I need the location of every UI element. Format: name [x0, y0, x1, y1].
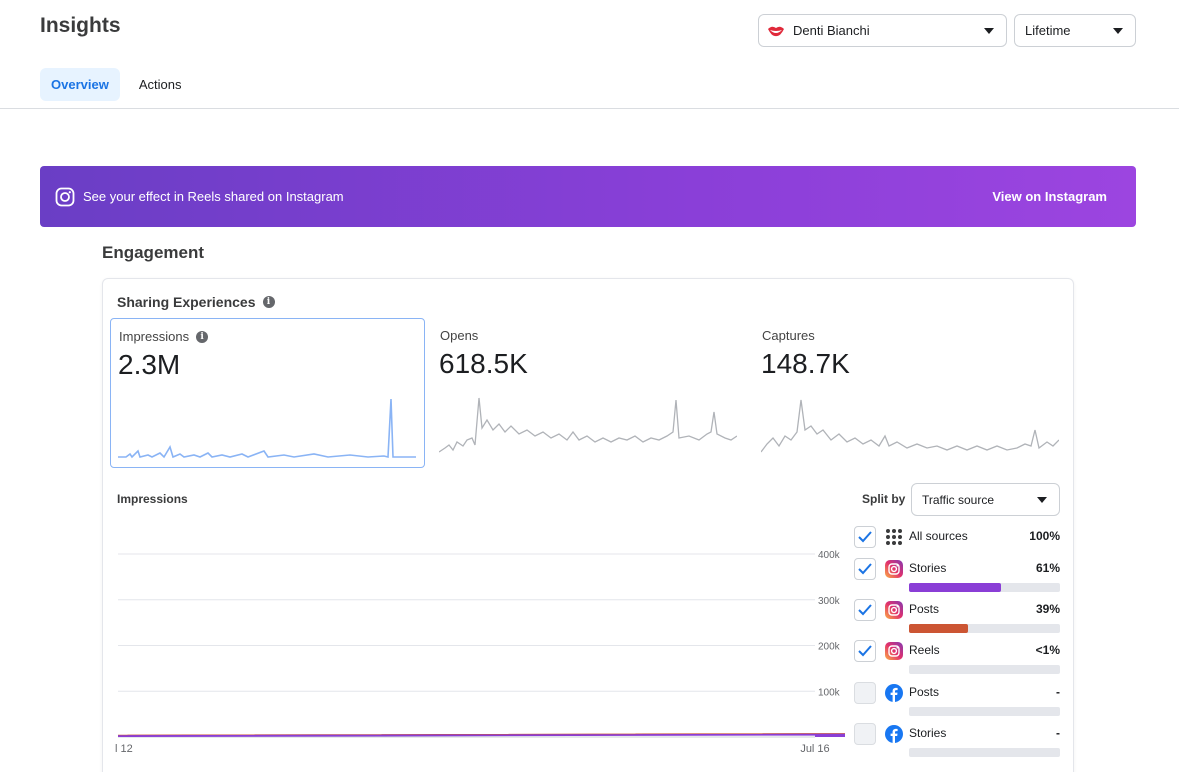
- x-tick-label: Jul 12: [115, 743, 133, 755]
- source-percent: -: [1056, 726, 1060, 740]
- chevron-down-icon: [1037, 497, 1047, 503]
- info-icon[interactable]: i: [262, 296, 275, 308]
- tab-bar: Overview Actions: [40, 68, 192, 101]
- metric-label: Opens: [440, 328, 479, 343]
- source-bar-fill: [909, 624, 968, 633]
- section-title: Engagement: [102, 243, 205, 262]
- x-tick-label: Jul 16: [800, 743, 829, 755]
- source-bar-track: [909, 624, 1060, 633]
- impressions-sparkline: [118, 398, 416, 459]
- split-by-selector[interactable]: Traffic source: [911, 483, 1060, 516]
- grid-icon: [885, 528, 903, 546]
- date-range-selector[interactable]: Lifetime: [1014, 14, 1136, 47]
- date-range-value: Lifetime: [1025, 23, 1071, 38]
- y-tick-label: 300k: [818, 596, 841, 607]
- source-name: Stories: [909, 726, 947, 740]
- source-percent: -: [1056, 685, 1060, 699]
- metric-label: Captures: [762, 328, 815, 343]
- source-row-posts: Posts -: [854, 682, 1060, 718]
- y-tick-label: 400k: [818, 550, 841, 561]
- chart-title: Impressions: [117, 492, 188, 506]
- tabs-divider: [0, 108, 1179, 109]
- source-bar-fill: [909, 583, 1002, 592]
- source-row-all-sources: All sources 100%: [854, 526, 1060, 562]
- source-name: All sources: [909, 529, 968, 543]
- source-checkbox[interactable]: [854, 558, 876, 580]
- banner-text: See your effect in Reels shared on Insta…: [83, 189, 344, 204]
- y-tick-label: 100k: [818, 687, 841, 698]
- card-title-text: Sharing Experiences: [117, 294, 256, 310]
- view-on-instagram-link[interactable]: View on Instagram: [992, 189, 1107, 204]
- metric-value: 148.7K: [761, 348, 850, 379]
- instagram-banner: See your effect in Reels shared on Insta…: [40, 166, 1136, 227]
- chevron-down-icon: [1113, 28, 1123, 34]
- source-bar-track: [909, 583, 1060, 592]
- source-checkbox[interactable]: [854, 682, 876, 704]
- metric-value: 2.3M: [118, 349, 181, 380]
- metric-label-text: Impressions: [119, 329, 190, 344]
- chevron-down-icon: [984, 28, 994, 34]
- source-bar-track: [909, 748, 1060, 757]
- split-by-value: Traffic source: [922, 492, 995, 507]
- instagram-icon: [885, 601, 903, 619]
- source-bar-track: [909, 707, 1060, 716]
- tab-overview[interactable]: Overview: [40, 68, 120, 101]
- captures-sparkline: [761, 399, 1059, 453]
- source-percent: 61%: [1035, 561, 1060, 575]
- source-percent: <1%: [1035, 643, 1060, 657]
- metric-captures[interactable]: Captures 148.7K: [754, 318, 1069, 468]
- source-bar-track: [909, 665, 1060, 674]
- metric-value: 618.5K: [439, 348, 528, 379]
- y-tick-label: 200k: [818, 642, 841, 653]
- page-title: Insights: [40, 14, 121, 37]
- source-name: Reels: [909, 643, 940, 657]
- account-selector[interactable]: Denti Bianchi: [758, 14, 1007, 47]
- opens-sparkline: [439, 397, 737, 453]
- source-name: Stories: [909, 561, 947, 575]
- instagram-icon: [55, 187, 75, 206]
- source-checkbox[interactable]: [854, 723, 876, 745]
- metric-opens[interactable]: Opens 618.5K: [432, 318, 747, 468]
- instagram-icon: [885, 560, 903, 578]
- source-checkbox[interactable]: [854, 599, 876, 621]
- metric-impressions[interactable]: Impressions i 2.3M: [110, 318, 425, 468]
- source-row-reels: Reels <1%: [854, 640, 1060, 676]
- facebook-icon: [885, 725, 903, 743]
- impressions-line-chart: 100k200k300k400kJul 12Aug 22Oct 2Nov 12D…: [115, 550, 845, 755]
- source-percent: 39%: [1035, 602, 1060, 616]
- source-checkbox[interactable]: [854, 526, 876, 548]
- source-percent: 100%: [1029, 529, 1060, 543]
- account-name: Denti Bianchi: [793, 23, 870, 38]
- source-row-stories: Stories -: [854, 723, 1060, 759]
- card-title: Sharing Experiences i: [117, 294, 275, 310]
- source-row-stories: Stories 61%: [854, 558, 1060, 594]
- metric-label: Impressions i: [119, 329, 209, 344]
- split-by-label: Split by: [862, 492, 906, 506]
- instagram-icon: [885, 642, 903, 660]
- source-name: Posts: [909, 602, 940, 616]
- source-name: Posts: [909, 685, 940, 699]
- facebook-icon: [885, 684, 903, 702]
- info-icon[interactable]: i: [196, 330, 209, 343]
- lips-logo-icon: [768, 26, 784, 36]
- source-checkbox[interactable]: [854, 640, 876, 662]
- source-row-posts: Posts 39%: [854, 599, 1060, 635]
- sharing-experiences-card: Sharing Experiences i Impressions i 2.3M…: [102, 278, 1074, 772]
- tab-actions[interactable]: Actions: [138, 77, 182, 92]
